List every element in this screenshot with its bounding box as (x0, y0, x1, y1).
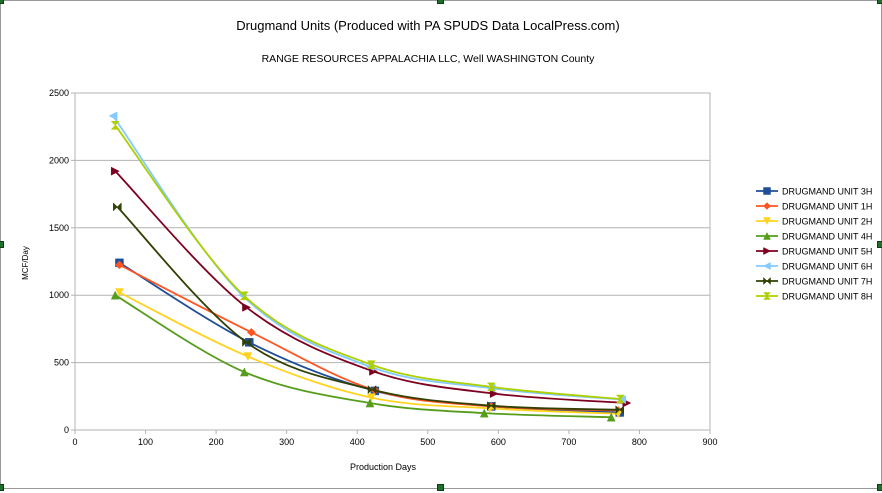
data-point (115, 288, 124, 298)
legend-entry: DRUGMAND UNIT 5H (756, 247, 872, 257)
data-point (110, 166, 120, 176)
series-layer (108, 111, 632, 422)
legend-label: DRUGMAND UNIT 1H (782, 202, 872, 212)
x-tick-label: 200 (209, 437, 224, 447)
y-axis-label: MCF/Day (21, 246, 30, 280)
data-point (366, 360, 376, 369)
legend-entry: DRUGMAND UNIT 8H (756, 292, 872, 302)
y-tick-label: 1500 (49, 223, 69, 233)
selection-handle[interactable] (437, 0, 444, 4)
series-line (114, 124, 621, 400)
y-tick-label: 500 (54, 358, 69, 368)
data-point (243, 352, 253, 362)
legend-entry: DRUGMAND UNIT 4H (756, 232, 872, 242)
legend-label: DRUGMAND UNIT 3H (782, 187, 872, 197)
x-tick-label: 100 (138, 437, 153, 447)
legend: DRUGMAND UNIT 3H DRUGMAND UNIT 1H DRUGMAND… (756, 187, 872, 302)
y-tick-label: 2500 (49, 88, 69, 98)
selection-handle[interactable] (877, 0, 882, 4)
series-4 (110, 290, 616, 422)
data-point (486, 382, 496, 392)
axes: 0 500 1000 1500 2000 2500 0 100 200 300 400 500 600 7… (49, 88, 718, 447)
legend-entry: DRUGMAND UNIT 3H (756, 187, 872, 197)
legend-entry: DRUGMAND UNIT 2H (756, 217, 872, 227)
x-tick-label: 800 (632, 437, 647, 447)
legend-marker (763, 231, 771, 240)
selection-handle[interactable] (0, 241, 4, 248)
gridlines (75, 159, 710, 364)
legend-marker (763, 276, 771, 286)
legend-label: DRUGMAND UNIT 8H (782, 292, 872, 302)
x-tick-label: 700 (561, 437, 576, 447)
legend-marker (763, 187, 771, 195)
data-point (110, 121, 120, 130)
data-point (606, 412, 616, 422)
data-point (487, 401, 496, 411)
data-point (367, 384, 377, 395)
x-tick-label: 500 (420, 437, 435, 447)
legend-entry: DRUGMAND UNIT 6H (756, 262, 872, 272)
x-tick-label: 400 (350, 437, 365, 447)
legend-label: DRUGMAND UNIT 5H (782, 247, 872, 257)
legend-label: DRUGMAND UNIT 6H (782, 262, 872, 272)
data-point (242, 302, 252, 312)
selection-handle[interactable] (437, 484, 444, 491)
selection-handle[interactable] (0, 0, 4, 4)
data-point (242, 337, 251, 347)
data-point (479, 408, 489, 418)
data-point (247, 327, 256, 337)
legend-marker (762, 262, 771, 270)
legend-marker (763, 247, 772, 255)
data-point (115, 260, 124, 270)
legend-label: DRUGMAND UNIT 4H (782, 232, 872, 242)
data-point (365, 398, 375, 408)
data-point (366, 393, 376, 403)
series-8 (110, 121, 625, 404)
y-tick-label: 0 (64, 425, 69, 435)
series-line (116, 206, 620, 411)
legend-marker (762, 292, 772, 300)
legend-entry: DRUGMAND UNIT 7H (756, 277, 872, 287)
legend-label: DRUGMAND UNIT 7H (782, 277, 872, 287)
legend-marker (763, 217, 771, 226)
legend-label: DRUGMAND UNIT 2H (782, 217, 872, 227)
x-tick-label: 300 (279, 437, 294, 447)
x-tick-label: 600 (491, 437, 506, 447)
legend-entry: DRUGMAND UNIT 1H (756, 202, 872, 212)
data-point (110, 290, 120, 300)
series-7 (113, 202, 624, 415)
data-point (108, 111, 118, 121)
data-point (239, 291, 249, 301)
data-point (113, 202, 122, 212)
chart-subtitle: RANGE RESOURCES APPALACHIA LLC, Well WAS… (262, 53, 596, 65)
y-tick-label: 1000 (49, 290, 69, 300)
data-point (239, 367, 249, 377)
data-point (615, 405, 624, 415)
selection-handle[interactable] (877, 484, 882, 491)
x-tick-label: 0 (72, 437, 77, 447)
plot-area (74, 92, 711, 431)
data-point (615, 394, 625, 404)
x-axis-label: Production Days (350, 462, 417, 472)
selection-handle[interactable] (0, 484, 4, 491)
legend-marker (763, 202, 771, 210)
y-tick-label: 2000 (49, 155, 69, 165)
selection-handle[interactable] (877, 241, 882, 248)
chart-title: Drugmand Units (Produced with PA SPUDS D… (236, 18, 619, 33)
x-tick-label: 900 (702, 437, 717, 447)
